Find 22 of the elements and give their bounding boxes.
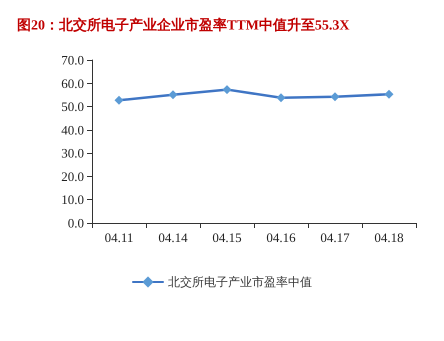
x-tick-label: 04.17 (320, 230, 350, 245)
x-tick-label: 04.11 (104, 230, 134, 245)
y-tick-label: 30.0 (61, 146, 84, 161)
point (384, 90, 394, 99)
point (168, 90, 178, 100)
y-tick-label: 0.0 (68, 216, 84, 230)
y-tick-label: 10.0 (61, 192, 84, 208)
x-tick-label: 04.14 (158, 230, 188, 245)
x-tick-label: 04.16 (266, 230, 296, 245)
y-tick-label: 20.0 (61, 168, 84, 184)
x-tick-label: 04.18 (374, 230, 404, 245)
point (114, 96, 124, 105)
legend-label: 北交所电子产业市盈率中值 (168, 275, 312, 289)
chart-title: 图20：北交所电子产业企业市盈率TTM中值升至55.3X (17, 16, 350, 34)
x-tick-label: 04.15 (212, 230, 242, 245)
point (276, 93, 286, 102)
y-tick-label: 40.0 (61, 122, 84, 138)
y-tick-label: 50.0 (61, 99, 84, 114)
y-tick-label: 60.0 (61, 76, 84, 91)
point (330, 92, 340, 102)
y-tick-label: 70.0 (61, 52, 84, 68)
point (222, 85, 232, 94)
